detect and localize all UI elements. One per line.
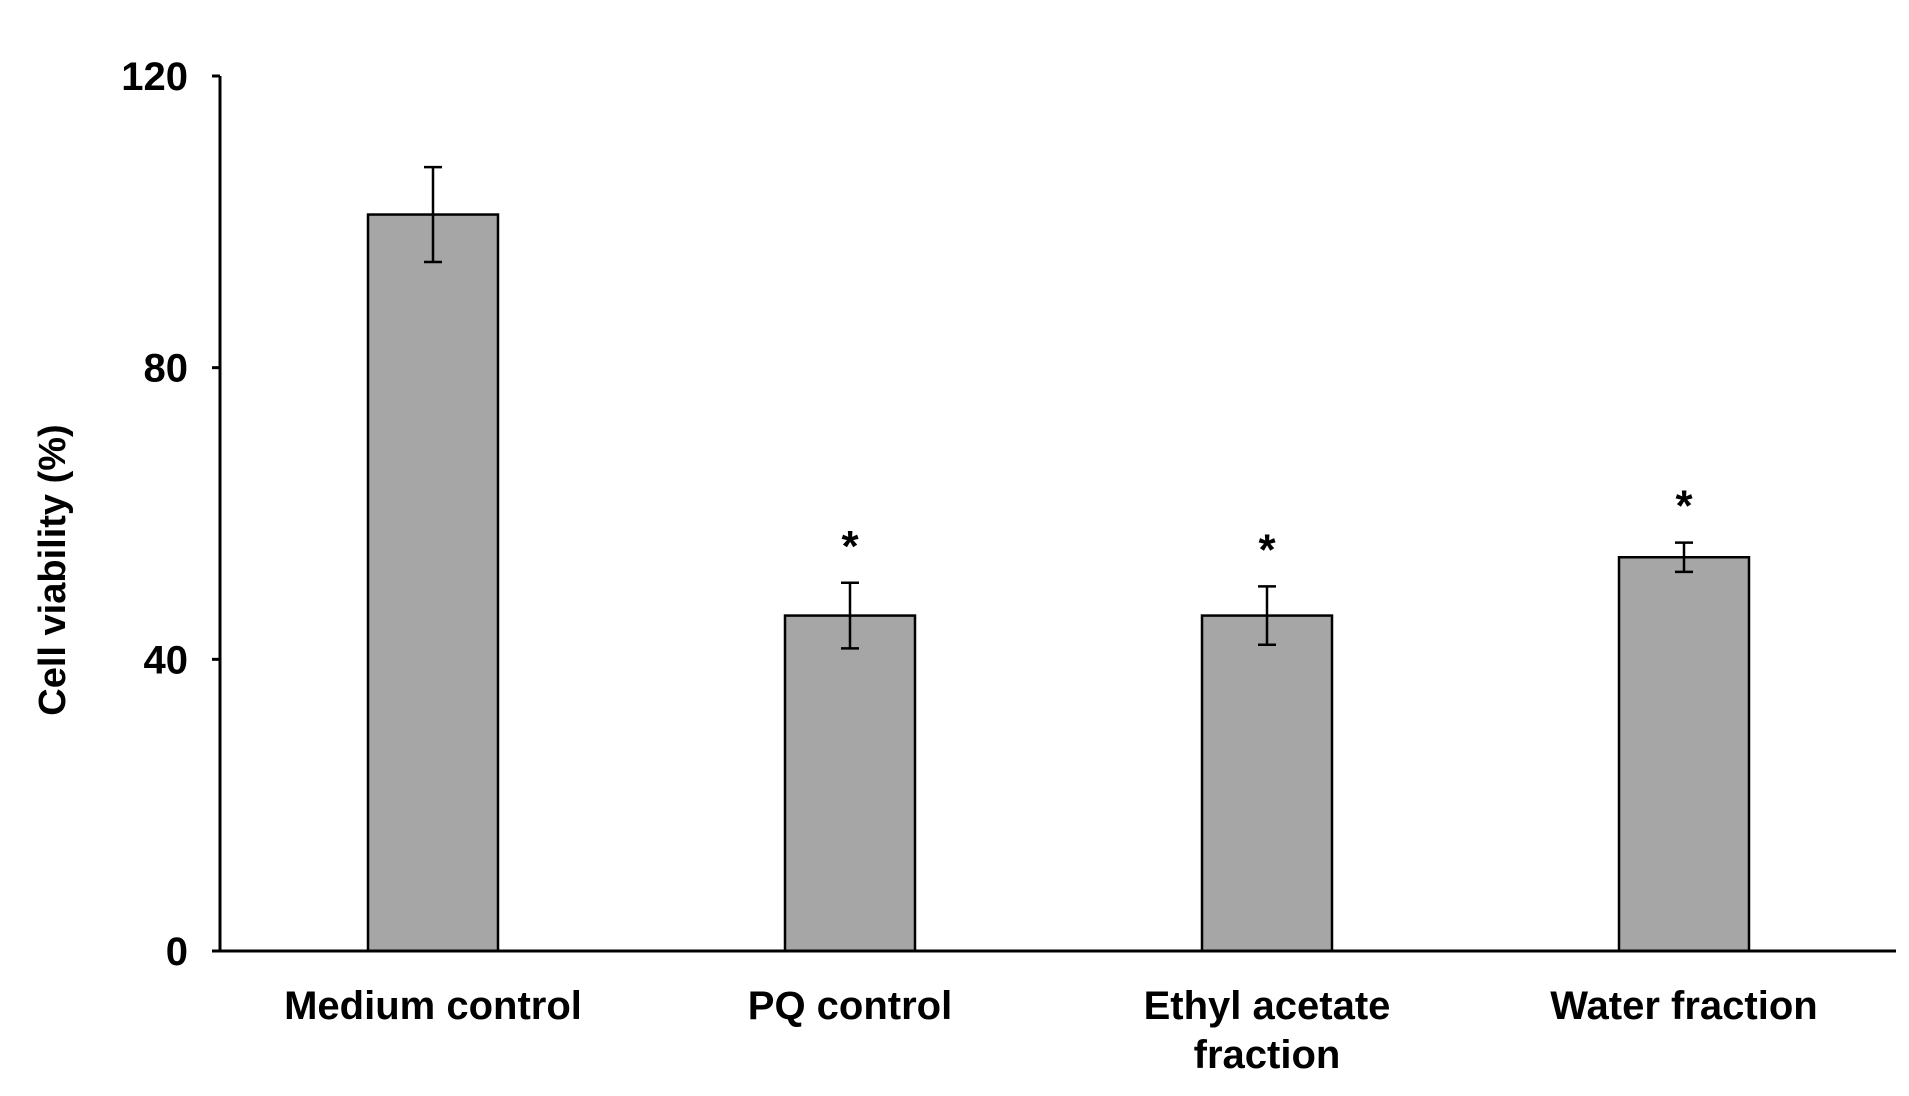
error-bar xyxy=(1258,585,1276,646)
x-tick-label-line: Ethyl acetate xyxy=(1144,984,1391,1028)
x-axis-labels: Medium control PQ control Ethyl acetate fra… xyxy=(284,984,1818,1077)
x-tick-label-line: Medium control xyxy=(284,984,582,1028)
y-tick-label: 80 xyxy=(144,347,189,391)
bars xyxy=(366,213,1751,953)
x-tick-label: Medium control xyxy=(284,984,582,1028)
x-tick-label-line: fraction xyxy=(1194,1033,1341,1077)
significance-asterisk: * xyxy=(1675,482,1693,531)
y-axis-title: Cell viability (%) xyxy=(32,424,74,715)
bar xyxy=(1617,556,1751,953)
y-tick-label: 40 xyxy=(144,638,189,682)
x-tick-label-line: PQ control xyxy=(748,984,952,1028)
error-bar xyxy=(841,581,859,650)
error-bars xyxy=(424,165,1693,650)
significance-asterisk: * xyxy=(841,522,859,571)
bar xyxy=(783,614,917,953)
bar xyxy=(366,213,500,953)
x-tick-label: Ethyl acetate fraction xyxy=(1144,984,1391,1077)
bar xyxy=(1200,614,1334,953)
significance-marks: * * * xyxy=(841,482,1693,575)
y-tick-label: 120 xyxy=(121,55,188,99)
error-bar xyxy=(1675,541,1693,574)
x-tick-label-line: Water fraction xyxy=(1550,984,1817,1028)
y-axis-ticks: 0 40 80 120 xyxy=(121,55,220,974)
y-tick-label: 0 xyxy=(166,930,188,974)
significance-asterisk: * xyxy=(1258,525,1276,574)
error-bar xyxy=(424,165,442,264)
x-tick-label: Water fraction xyxy=(1550,984,1817,1028)
x-tick-label: PQ control xyxy=(748,984,952,1028)
axes xyxy=(212,76,1896,953)
